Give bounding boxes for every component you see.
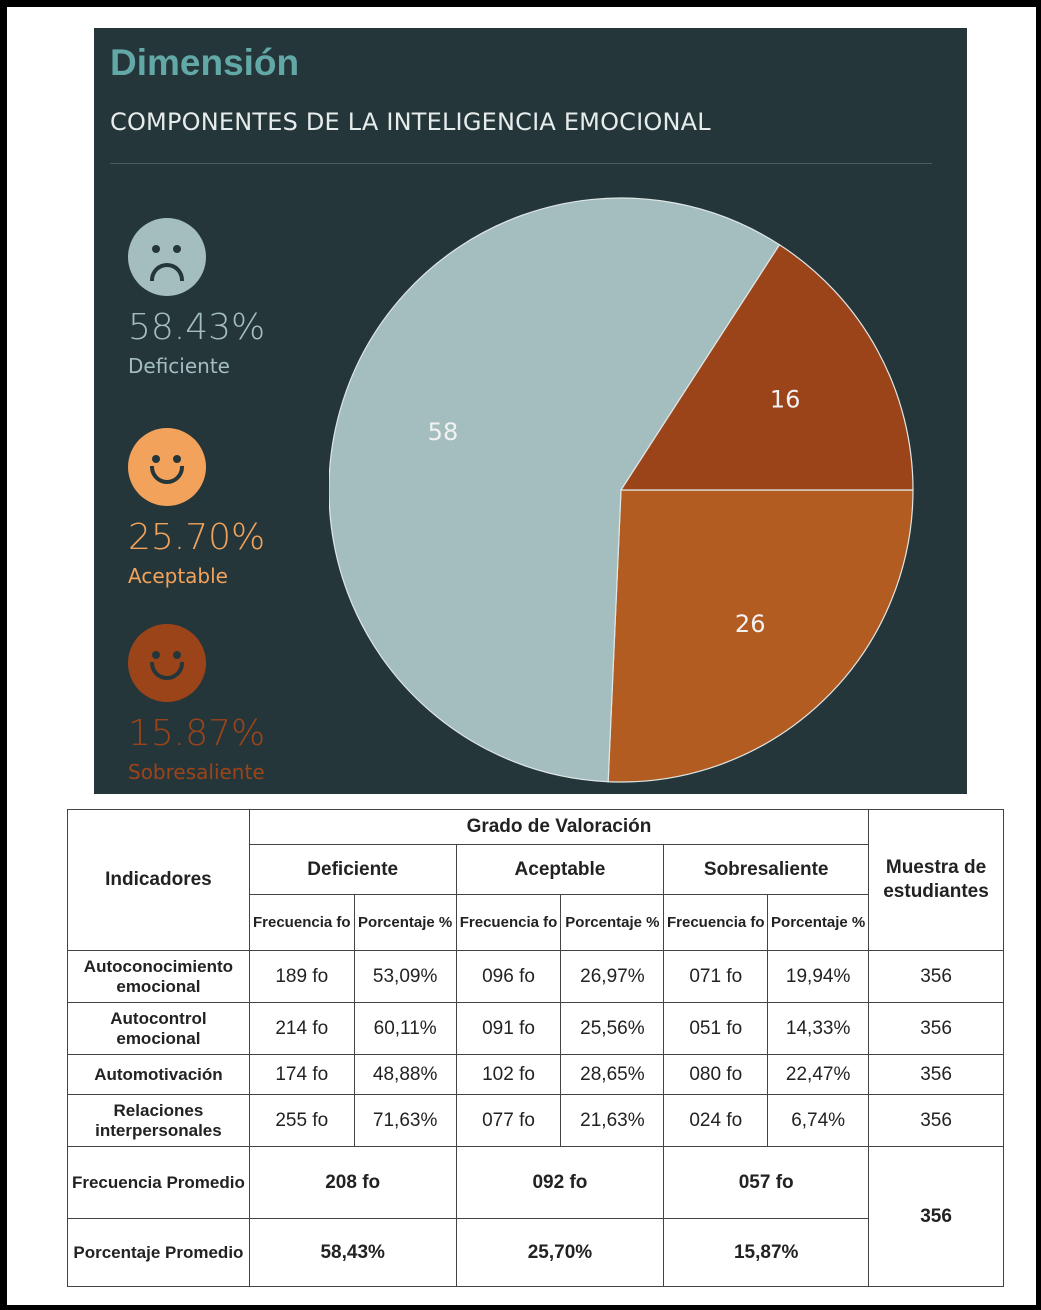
table-cell: 356 bbox=[868, 1094, 1004, 1147]
subheader-frecuencia: Frecuencia fo bbox=[248, 894, 355, 951]
subheader-frecuencia: Frecuencia fo bbox=[663, 894, 769, 951]
table-cell: 096 fo bbox=[455, 950, 562, 1003]
table-cell: 077 fo bbox=[455, 1094, 562, 1147]
valoracion-table: Indicadores Grado de Valoración Muestra … bbox=[67, 809, 1004, 1287]
row-label: Frecuencia Promedio bbox=[67, 1146, 250, 1219]
table-cell-total-muestra: 356 bbox=[868, 1146, 1004, 1287]
table-row: Autoconocimiento emocional 189 fo 53,09%… bbox=[67, 950, 1004, 1003]
table-cell: 28,65% bbox=[560, 1054, 665, 1095]
table-cell: 356 bbox=[868, 1054, 1004, 1095]
table-cell: 071 fo bbox=[663, 950, 769, 1003]
table-cell: 71,63% bbox=[353, 1094, 457, 1147]
table-cell: 25,56% bbox=[560, 1002, 665, 1055]
table-cell: 214 fo bbox=[248, 1002, 355, 1055]
header-group-aceptable: Aceptable bbox=[455, 844, 665, 895]
table-cell: 024 fo bbox=[663, 1094, 769, 1147]
header-group-sobresaliente: Sobresaliente bbox=[663, 844, 870, 895]
header-group-deficiente: Deficiente bbox=[248, 844, 457, 895]
pie-slice bbox=[607, 489, 914, 783]
legend-percent: 58.43% bbox=[128, 307, 266, 348]
row-label: Autoconocimiento emocional bbox=[67, 950, 250, 1003]
row-label: Relaciones interpersonales bbox=[67, 1094, 250, 1147]
table-cell: 58,43% bbox=[248, 1218, 457, 1287]
table-row: Relaciones interpersonales 255 fo 71,63%… bbox=[67, 1094, 1004, 1147]
table-cell: 21,63% bbox=[560, 1094, 665, 1147]
subheader-porcentaje: Porcentaje % bbox=[560, 894, 665, 951]
table-cell: 356 bbox=[868, 950, 1004, 1003]
table-cell: 60,11% bbox=[353, 1002, 457, 1055]
legend-aceptable: 25.70% Aceptable bbox=[128, 428, 265, 588]
subheader-frecuencia: Frecuencia fo bbox=[455, 894, 562, 951]
table-cell: 174 fo bbox=[248, 1054, 355, 1095]
table-cell: 25,70% bbox=[455, 1218, 665, 1287]
table-row-porcentaje-promedio: Porcentaje Promedio 58,43% 25,70% 15,87% bbox=[67, 1218, 1004, 1287]
header-indicadores: Indicadores bbox=[67, 809, 250, 951]
table-cell: 057 fo bbox=[663, 1146, 870, 1219]
sad-face-icon bbox=[128, 218, 206, 296]
legend-deficiente: 58.43% Deficiente bbox=[128, 218, 265, 378]
divider bbox=[110, 163, 932, 164]
legend-label: Deficiente bbox=[128, 354, 230, 378]
subheader-porcentaje: Porcentaje % bbox=[767, 894, 870, 951]
table-cell: 53,09% bbox=[353, 950, 457, 1003]
pie-slice bbox=[619, 243, 914, 491]
row-label: Autocontrol emocional bbox=[67, 1002, 250, 1055]
legend-percent: 15.87% bbox=[128, 713, 266, 754]
dimension-subtitle: COMPONENTES DE LA INTELIGENCIA EMOCIONAL bbox=[110, 108, 711, 136]
dimension-panel: Dimensión COMPONENTES DE LA INTELIGENCIA… bbox=[94, 28, 967, 794]
table-cell: 6,74% bbox=[767, 1094, 870, 1147]
legend-percent: 25.70% bbox=[128, 517, 266, 558]
table-row: Automotivación 174 fo 48,88% 102 fo 28,6… bbox=[67, 1054, 1004, 1095]
table-cell: 091 fo bbox=[455, 1002, 562, 1055]
pie-slice-label: 16 bbox=[770, 386, 801, 414]
table-row-frecuencia-promedio: Frecuencia Promedio 208 fo 092 fo 057 fo… bbox=[67, 1146, 1004, 1287]
table-cell: 26,97% bbox=[560, 950, 665, 1003]
header-muestra: Muestra de estudiantes bbox=[868, 809, 1004, 951]
table-cell: 189 fo bbox=[248, 950, 355, 1003]
table-cell: 15,87% bbox=[663, 1218, 870, 1287]
table-cell: 102 fo bbox=[455, 1054, 562, 1095]
table-cell: 092 fo bbox=[455, 1146, 665, 1219]
legend-label: Sobresaliente bbox=[128, 760, 265, 784]
table-cell: 22,47% bbox=[767, 1054, 870, 1095]
dimension-title: Dimensión bbox=[110, 42, 300, 83]
legend-label: Aceptable bbox=[128, 564, 228, 588]
table-cell: 208 fo bbox=[248, 1146, 457, 1219]
table-cell: 051 fo bbox=[663, 1002, 769, 1055]
pie-chart: 26 58 16 bbox=[329, 197, 914, 783]
table-cell: 19,94% bbox=[767, 950, 870, 1003]
table-cell: 080 fo bbox=[663, 1054, 769, 1095]
header-grado: Grado de Valoración bbox=[248, 809, 870, 845]
table-cell: 356 bbox=[868, 1002, 1004, 1055]
smiley-face-icon bbox=[128, 428, 206, 506]
row-label: Automotivación bbox=[67, 1054, 250, 1095]
row-label: Porcentaje Promedio bbox=[67, 1218, 250, 1287]
table-cell: 48,88% bbox=[353, 1054, 457, 1095]
pie-slice bbox=[329, 197, 781, 783]
pie-slice-label: 26 bbox=[735, 610, 766, 638]
pie-slice-label: 58 bbox=[428, 418, 459, 446]
legend-sobresaliente: 15.87% Sobresaliente bbox=[128, 624, 265, 784]
table-cell: 14,33% bbox=[767, 1002, 870, 1055]
table-row: Autocontrol emocional 214 fo 60,11% 091 … bbox=[67, 1002, 1004, 1055]
table-cell: 255 fo bbox=[248, 1094, 355, 1147]
subheader-porcentaje: Porcentaje % bbox=[353, 894, 457, 951]
wink-face-icon bbox=[128, 624, 206, 702]
